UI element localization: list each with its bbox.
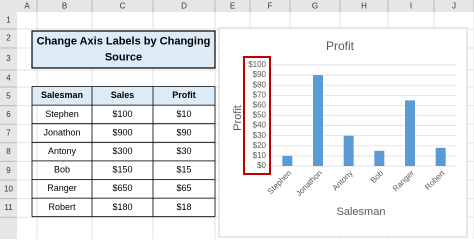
table-cell: $900 bbox=[112, 127, 132, 137]
x-axis-label: Salesman bbox=[337, 206, 386, 218]
column-header: F bbox=[268, 2, 273, 11]
title-line: Source bbox=[105, 51, 142, 63]
y-tick-label: $60 bbox=[253, 101, 267, 110]
y-tick-label: $100 bbox=[248, 60, 266, 69]
y-tick-label: $20 bbox=[253, 141, 267, 150]
table-cell: Stephen bbox=[45, 109, 79, 119]
bar bbox=[405, 100, 415, 166]
column-header: J bbox=[452, 2, 456, 11]
y-tick-label: $30 bbox=[253, 131, 267, 140]
row-header: 6 bbox=[6, 110, 11, 119]
y-tick-label: $70 bbox=[253, 90, 267, 99]
table-cell: $180 bbox=[112, 202, 132, 212]
y-tick-label: $80 bbox=[253, 80, 267, 89]
column-header: G bbox=[312, 2, 318, 11]
column-header: I bbox=[410, 2, 412, 11]
table-cell: $10 bbox=[176, 109, 191, 119]
table-cell: Robert bbox=[48, 202, 76, 212]
table-cell: Antony bbox=[48, 146, 77, 156]
bar bbox=[282, 155, 293, 166]
chart-title: Profit bbox=[326, 39, 355, 53]
table-cell: $300 bbox=[112, 146, 132, 156]
table-cell: Ranger bbox=[47, 183, 77, 193]
bar bbox=[313, 75, 323, 166]
row-header: 2 bbox=[6, 34, 11, 43]
row-header: 3 bbox=[6, 54, 11, 63]
table-cell: $90 bbox=[176, 127, 191, 137]
spreadsheet: A B C D E F G H I J 1 2 3 4 5 6 7 8 9 10 11 Change Axis Label… bbox=[0, 0, 474, 239]
table-cell: $650 bbox=[112, 183, 132, 193]
sheet-title: Change Axis Labels by Changing Source bbox=[37, 35, 211, 63]
table-cell: Jonathon bbox=[43, 127, 80, 137]
column-header: E bbox=[230, 2, 235, 11]
table-cell: $18 bbox=[176, 202, 191, 212]
row-header: 8 bbox=[6, 147, 11, 156]
row-header-bar bbox=[0, 0, 17, 239]
row-header: 5 bbox=[6, 91, 11, 100]
table-cell: $150 bbox=[112, 165, 132, 175]
column-header: C bbox=[120, 2, 126, 11]
column-header: D bbox=[181, 2, 187, 11]
column-header: B bbox=[62, 2, 67, 11]
table-cell: $15 bbox=[176, 165, 191, 175]
table-cell: $65 bbox=[176, 183, 191, 193]
y-axis-label: Profit bbox=[232, 105, 244, 131]
title-box bbox=[31, 30, 216, 69]
row-header: 1 bbox=[6, 16, 11, 25]
table-cell: Bob bbox=[54, 165, 70, 175]
table-header-cell: Salesman bbox=[41, 90, 83, 100]
table-header-cell: Profit bbox=[172, 90, 196, 100]
row-header: 9 bbox=[6, 166, 11, 175]
column-header: H bbox=[361, 2, 367, 11]
row-header: 11 bbox=[4, 203, 13, 212]
y-tick-label: $40 bbox=[253, 121, 267, 130]
table-header-bg bbox=[32, 86, 215, 106]
y-tick-label: $90 bbox=[253, 70, 267, 79]
row-header: 10 bbox=[4, 184, 13, 193]
table-cell: $100 bbox=[112, 109, 132, 119]
chart-area bbox=[218, 27, 468, 238]
title-line: Change Axis Labels by Changing bbox=[37, 35, 211, 47]
table-cell: $30 bbox=[176, 146, 191, 156]
row-header: 4 bbox=[6, 74, 11, 83]
table-header-cell: Sales bbox=[111, 90, 135, 100]
y-tick-label: $0 bbox=[257, 161, 266, 170]
y-tick-label: $10 bbox=[253, 151, 267, 160]
highlight-box bbox=[243, 56, 271, 175]
bar bbox=[374, 150, 385, 166]
y-tick-label: $50 bbox=[253, 111, 267, 120]
bar bbox=[435, 147, 446, 166]
column-header: A bbox=[24, 2, 30, 11]
row-header: 7 bbox=[6, 129, 11, 138]
bar bbox=[343, 135, 354, 166]
column-header-bar bbox=[0, 0, 474, 12]
